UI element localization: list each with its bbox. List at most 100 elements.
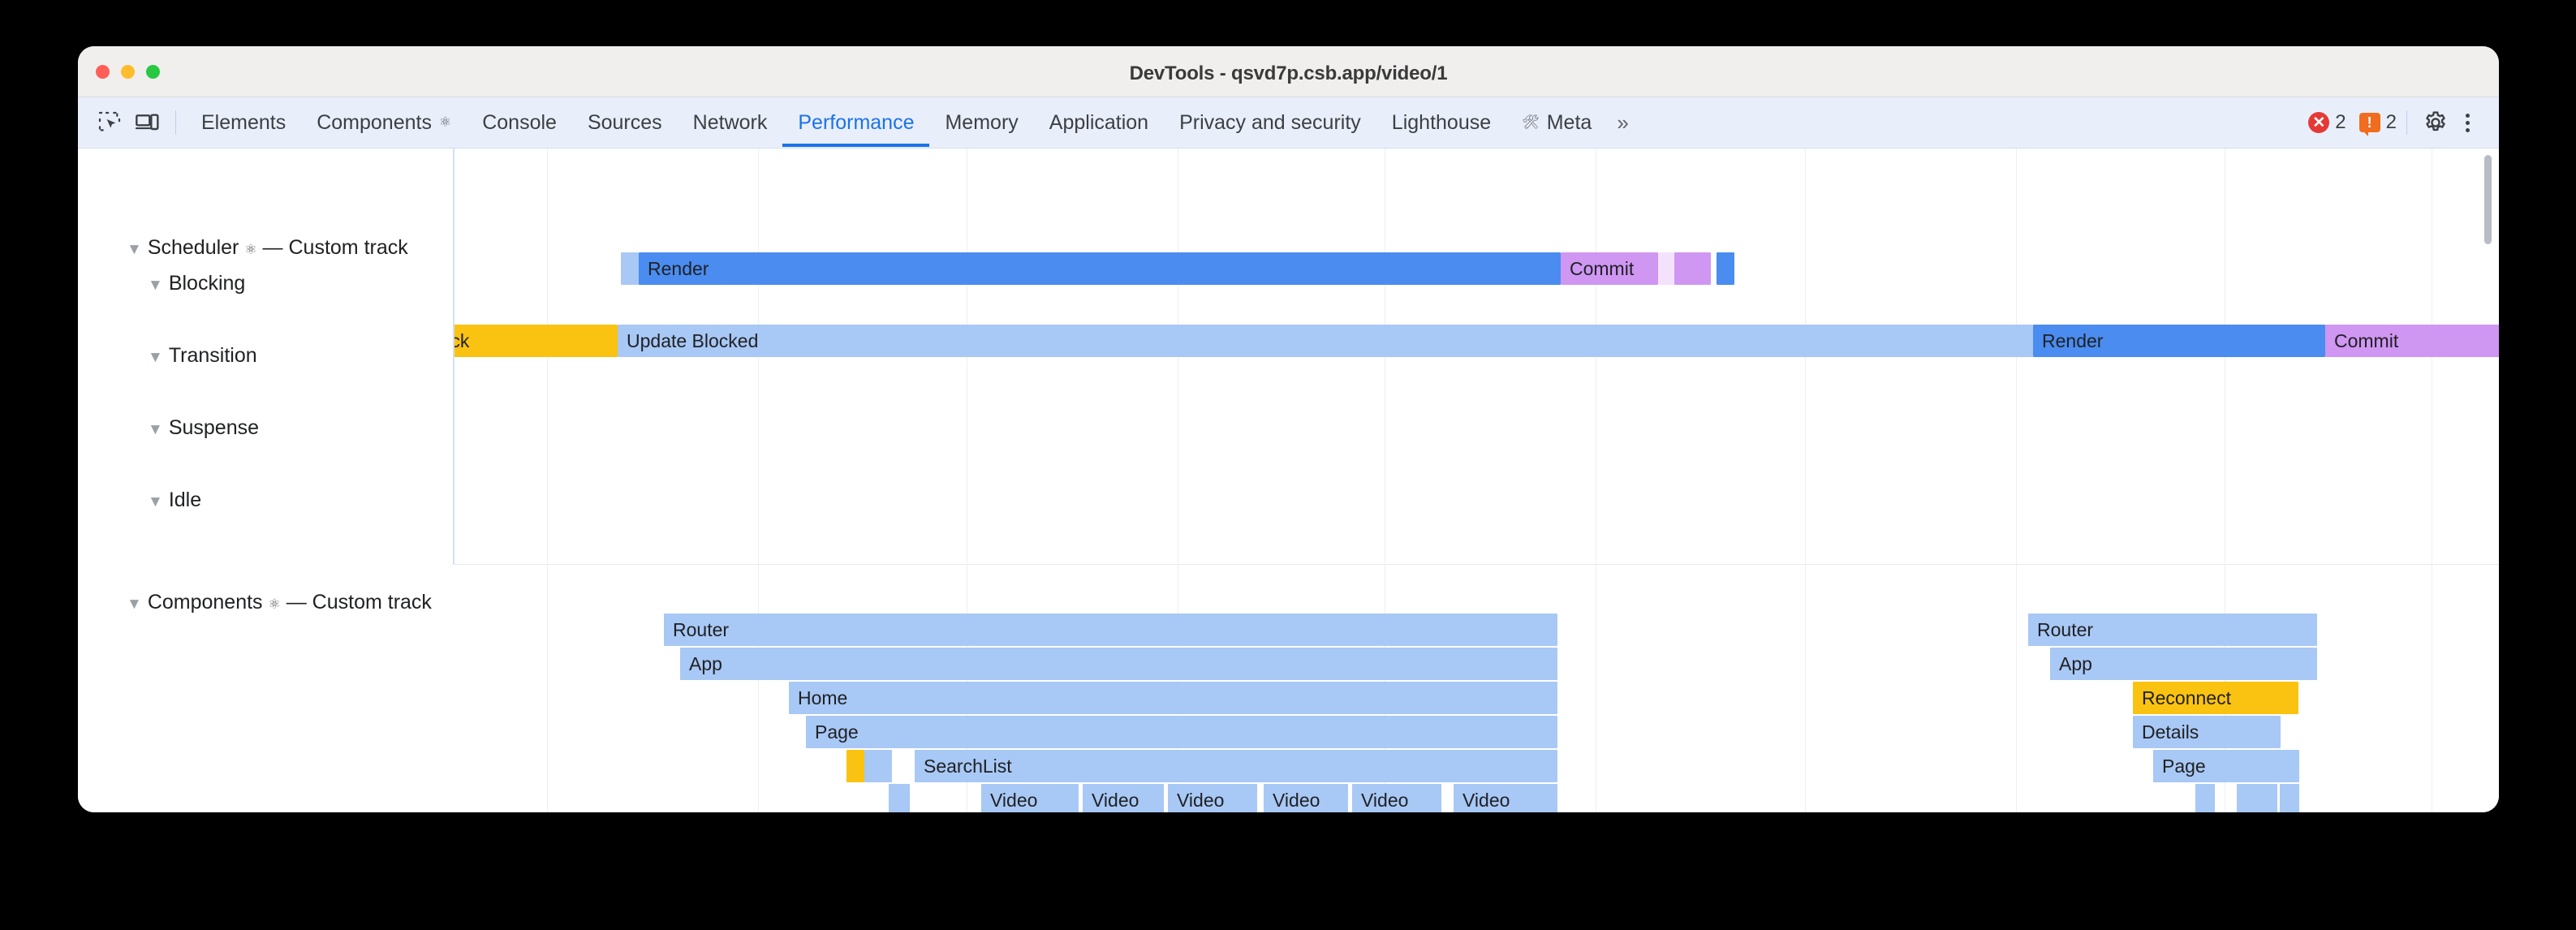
minimize-window-button[interactable] (121, 65, 135, 79)
window-titlebar: DevTools - qsvd7p.csb.app/video/1 (78, 46, 2499, 97)
flamechart-bar[interactable]: App (680, 648, 1557, 680)
flamechart-bar[interactable]: Video (1168, 784, 1257, 812)
flamechart-bar-label: SearchList (924, 755, 1012, 777)
flamechart-bar-label: Router (673, 618, 730, 640)
tab-label: Privacy and security (1179, 111, 1361, 134)
track-group-components[interactable]: ▼ Components ⚛ — Custom track (127, 591, 432, 614)
flamechart-bar[interactable] (1717, 252, 1734, 285)
tab-sources[interactable]: Sources (572, 98, 678, 147)
vertical-scrollbar[interactable] (2484, 150, 2496, 812)
timeline-gridline (758, 149, 759, 812)
tools-icon: 🛠 (1522, 114, 1540, 130)
flamechart-bar[interactable]: App (2050, 648, 2317, 680)
flamechart-bar[interactable]: Commit (1561, 252, 1658, 285)
subtrack-suspense[interactable]: ▼ Suspense (148, 416, 259, 440)
track-group-suffix: — Custom track (286, 591, 432, 614)
maximize-window-button[interactable] (146, 65, 160, 79)
tab-network[interactable]: Network (678, 98, 783, 147)
flamechart-bar-label: Video (1177, 789, 1225, 811)
flamechart-bar[interactable]: Render (639, 252, 1561, 285)
tab-elements[interactable]: Elements (186, 98, 301, 147)
more-tabs-button[interactable]: » (1617, 110, 1629, 135)
device-toolbar-icon[interactable] (128, 104, 166, 141)
timeline-gridline (2016, 149, 2017, 812)
flamechart-bar-label: Reconnect (2142, 687, 2231, 708)
subtrack-transition[interactable]: ▼ Transition (148, 344, 257, 368)
react-atom-icon: ⚛ (244, 242, 257, 257)
flamechart-bar-label: Router (2037, 618, 2094, 640)
flamechart-bar[interactable] (864, 750, 892, 782)
tab-meta[interactable]: 🛠 Meta (1506, 98, 1607, 147)
flamechart-bar[interactable]: Commit (2325, 325, 2499, 357)
tab-label: Meta (1546, 111, 1592, 134)
flamechart-bar[interactable]: Details (2133, 716, 2281, 748)
tab-performance[interactable]: Performance (782, 98, 929, 147)
flamechart-bar[interactable]: Video (1352, 784, 1441, 812)
kebab-menu-icon[interactable] (2454, 113, 2481, 132)
warning-count: 2 (2385, 111, 2397, 133)
tab-memory[interactable]: Memory (929, 98, 1033, 147)
devtools-tabbar: Elements Components ⚛ Console Sources Ne… (78, 97, 2499, 149)
flamechart-bar-label: Video (1462, 789, 1510, 811)
flamechart-bar[interactable]: Update Blocked (618, 325, 2033, 357)
tab-label: Memory (945, 111, 1019, 134)
collapse-triangle-icon[interactable]: ▼ (127, 241, 142, 258)
flamechart-bar-label: Page (815, 721, 859, 743)
tab-privacy-and-security[interactable]: Privacy and security (1164, 98, 1376, 147)
subtrack-label: Suspense (168, 416, 260, 439)
subtrack-idle[interactable]: ▼ Idle (148, 489, 201, 512)
flamechart-bar[interactable] (889, 784, 910, 812)
flamechart-bar[interactable] (1674, 252, 1711, 285)
flamechart-bar-label: Render (2042, 329, 2104, 351)
toolbar-divider (175, 110, 176, 135)
flamechart-bar[interactable] (846, 750, 864, 782)
collapse-triangle-icon[interactable]: ▼ (127, 596, 142, 613)
performance-flamechart-panel[interactable]: ▼ Scheduler ⚛ — Custom track ▼ Blocking ▼ T… (78, 149, 2499, 812)
flamechart-bar[interactable]: Home (789, 682, 1557, 714)
flamechart-bar-label: Video (990, 789, 1038, 811)
tab-components[interactable]: Components ⚛ (301, 98, 467, 147)
flamechart-bar[interactable]: Page (806, 716, 1557, 748)
flamechart-bar-label: Home (798, 687, 848, 708)
tab-label: Lighthouse (1391, 111, 1492, 134)
flamechart-bar[interactable] (2195, 784, 2215, 812)
flamechart-bar[interactable]: Video (981, 784, 1079, 812)
scrollbar-thumb[interactable] (2484, 155, 2492, 244)
collapse-triangle-icon[interactable]: ▼ (148, 493, 163, 510)
flamechart-bar[interactable] (621, 252, 639, 285)
gear-icon[interactable] (2417, 104, 2454, 141)
flamechart-bar[interactable]: Video (1083, 784, 1164, 812)
subtrack-blocking[interactable]: ▼ Blocking (148, 272, 245, 295)
flamechart-bar[interactable] (2280, 784, 2299, 812)
tab-application[interactable]: Application (1034, 98, 1164, 147)
warning-badge[interactable]: ! 2 (2358, 111, 2397, 136)
react-atom-icon: ⚛ (438, 114, 452, 130)
collapse-triangle-icon[interactable]: ▼ (148, 421, 163, 438)
collapse-triangle-icon[interactable]: ▼ (148, 277, 163, 294)
flamechart-bar-label: App (2059, 652, 2092, 674)
flamechart-bar[interactable]: SearchList (915, 750, 1557, 782)
track-label-divider (453, 149, 454, 564)
flamechart-bar[interactable]: Render (2033, 325, 2325, 357)
flamechart-bar[interactable] (2237, 784, 2277, 812)
error-badge[interactable]: ✕ 2 (2308, 111, 2346, 134)
flamechart-bar[interactable]: Video (1454, 784, 1557, 812)
track-group-label: Scheduler (147, 236, 239, 259)
tab-label: Elements (201, 111, 286, 134)
track-group-scheduler[interactable]: ▼ Scheduler ⚛ — Custom track (127, 236, 408, 260)
track-label-column: ▼ Scheduler ⚛ — Custom track ▼ Blocking ▼ T… (78, 149, 453, 812)
warning-triangle-icon: ! (2358, 113, 2380, 136)
tab-lighthouse[interactable]: Lighthouse (1376, 98, 1506, 147)
timeline-gridline (547, 149, 548, 812)
collapse-triangle-icon[interactable]: ▼ (148, 349, 163, 366)
flamechart-bar[interactable]: Reconnect (2133, 682, 2298, 714)
inspect-element-icon[interactable] (91, 104, 128, 141)
flamechart-bar[interactable] (1658, 252, 1674, 285)
flamechart-bar[interactable]: Router (664, 614, 1557, 646)
track-group-label: Components (147, 591, 263, 614)
flamechart-bar[interactable]: Router (2028, 614, 2317, 646)
tab-console[interactable]: Console (467, 98, 572, 147)
flamechart-bar[interactable]: Video (1264, 784, 1348, 812)
flamechart-bar[interactable]: Page (2153, 750, 2299, 782)
close-window-button[interactable] (96, 65, 110, 79)
